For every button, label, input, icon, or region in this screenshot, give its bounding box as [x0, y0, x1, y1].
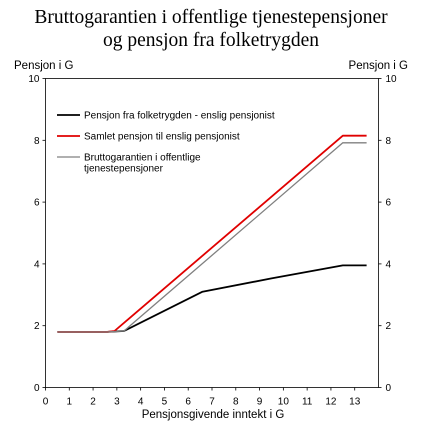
series-line-1 [57, 264, 367, 333]
x-tick-label: 7 [209, 397, 215, 408]
x-tick-label: 11 [302, 397, 313, 408]
series-lines [57, 134, 367, 333]
series-line-3 [57, 142, 367, 333]
x-tick-label: 8 [233, 397, 239, 408]
x-tick-label: 6 [185, 397, 191, 408]
x-tick-label: 9 [257, 397, 263, 408]
y-tick-label-right: 10 [386, 74, 398, 85]
y-tick-label-left: 10 [28, 74, 40, 85]
x-tick-label: 12 [325, 397, 337, 408]
x-axis-label: Pensjonsgivende inntekt i G [142, 409, 285, 421]
legend-label-1: Pensjon fra folketrygden - enslig pensjo… [84, 111, 275, 122]
x-tick-label: 10 [278, 397, 290, 408]
y-tick-label-left: 0 [34, 383, 40, 394]
y-tick-label-right: 4 [386, 259, 392, 270]
x-tick-label: 3 [114, 397, 120, 408]
y-tick-label-right: 8 [386, 136, 392, 147]
chart-title-line-1: Bruttogarantien i offentlige tjenestepen… [34, 7, 388, 28]
y-tick-label-left: 4 [34, 259, 40, 270]
legend-label-3-line-1: Bruttogarantien i offentlige [84, 153, 201, 164]
x-tick-label: 0 [43, 397, 49, 408]
y-tick-label-left: 6 [34, 198, 40, 209]
legend: Pensjon fra folketrygden - enslig pensjo… [57, 111, 275, 175]
y-axis-label-right: Pensjon i G [349, 60, 409, 72]
y-tick-label-left: 8 [34, 136, 40, 147]
y-axis-label-left: Pensjon i G [14, 60, 74, 72]
y-tick-label-right: 0 [386, 383, 392, 394]
plot-frame [45, 78, 379, 388]
x-tick-label: 5 [162, 397, 168, 408]
axis-ticks: 0 02 24 46 68 810 100 1 2 3 4 5 6 7 8 9 10 11 12 13 [28, 74, 397, 408]
legend-label-3-line-2: tjenestepensjoner [84, 164, 164, 175]
legend-label-2: Samlet pensjon til enslig pensjonist [84, 132, 240, 143]
x-tick-label: 2 [90, 397, 96, 408]
y-tick-label-right: 6 [386, 198, 392, 209]
x-tick-label: 4 [138, 397, 144, 408]
y-tick-label-left: 2 [34, 321, 40, 332]
chart-title-line-2: og pensjon fra folketrygden [103, 30, 319, 51]
x-tick-label: 13 [349, 397, 361, 408]
y-tick-label-right: 2 [386, 321, 392, 332]
x-tick-label: 1 [67, 397, 73, 408]
